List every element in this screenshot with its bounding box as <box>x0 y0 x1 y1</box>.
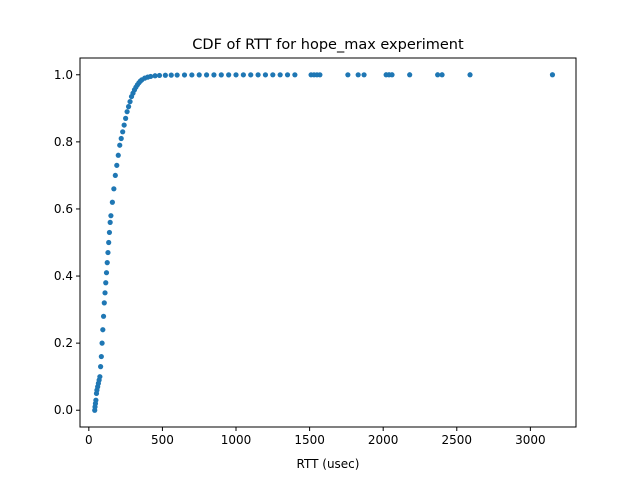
data-point <box>317 72 323 78</box>
data-point <box>103 270 110 276</box>
data-point <box>104 260 110 266</box>
y-tick-label: 0.0 <box>54 403 73 417</box>
x-tick-label: 1000 <box>221 433 252 447</box>
data-point <box>181 72 188 78</box>
x-tick-label: 2000 <box>368 433 399 447</box>
data-point <box>156 72 163 79</box>
y-axis: 0.0 0.2 0.4 0.6 0.8 1.0 <box>54 68 80 417</box>
data-point <box>435 72 441 78</box>
data-point <box>127 99 133 105</box>
data-point <box>100 327 106 333</box>
data-point <box>108 213 114 219</box>
y-tick-label: 0.6 <box>54 202 73 216</box>
data-point <box>345 72 351 78</box>
data-point <box>125 104 132 110</box>
data-point <box>284 72 291 78</box>
data-point <box>115 152 121 158</box>
y-tick-label: 0.4 <box>54 269 73 283</box>
data-point <box>439 72 445 78</box>
data-point <box>152 73 158 79</box>
data-point <box>226 72 232 78</box>
data-point <box>196 72 202 78</box>
x-axis: 0 500 1000 1500 2000 2500 3000 <box>85 427 546 447</box>
data-point <box>114 162 120 168</box>
data-point <box>248 72 254 78</box>
data-point <box>124 109 130 115</box>
data-point <box>98 364 104 370</box>
data-point <box>117 142 123 148</box>
data-points <box>92 72 556 413</box>
x-tick-label: 0 <box>85 433 93 447</box>
data-point <box>168 72 174 78</box>
data-point <box>123 115 129 121</box>
data-point <box>240 72 246 78</box>
data-point <box>262 72 269 78</box>
x-tick-label: 3000 <box>515 433 546 447</box>
data-point <box>211 72 217 78</box>
data-point <box>218 72 224 78</box>
data-point <box>148 73 154 80</box>
data-point <box>277 72 283 78</box>
data-point <box>98 353 104 360</box>
plot-frame <box>79 57 577 428</box>
data-point <box>549 72 556 78</box>
data-point <box>361 72 367 78</box>
y-tick-label: 1.0 <box>54 68 73 82</box>
chart-title: CDF of RTT for hope_max experiment <box>192 37 464 53</box>
data-point <box>467 72 473 78</box>
data-point <box>105 249 111 256</box>
data-point <box>109 199 115 205</box>
data-point <box>255 72 261 78</box>
data-point <box>162 72 168 78</box>
data-point <box>106 239 112 246</box>
data-point <box>120 129 126 135</box>
data-point <box>101 300 107 306</box>
data-point <box>100 313 107 319</box>
data-point <box>233 72 239 78</box>
data-point <box>111 186 117 192</box>
data-point <box>112 172 118 179</box>
data-point <box>97 374 103 380</box>
data-point <box>121 122 127 128</box>
data-point <box>292 72 298 78</box>
data-point <box>93 397 99 403</box>
data-point <box>106 229 113 236</box>
data-point <box>118 135 124 142</box>
data-point <box>102 290 108 296</box>
x-tick-label: 2500 <box>442 433 473 447</box>
data-point <box>407 72 413 78</box>
y-tick-label: 0.2 <box>54 336 73 350</box>
data-point <box>389 72 395 78</box>
data-point <box>107 219 113 225</box>
data-point <box>203 72 210 78</box>
x-tick-label: 1500 <box>294 433 325 447</box>
data-point <box>189 72 195 78</box>
y-tick-label: 0.8 <box>54 135 73 149</box>
data-point <box>99 340 105 346</box>
x-axis-label: RTT (usec) <box>297 457 360 471</box>
data-point <box>355 72 361 78</box>
data-point <box>174 72 180 78</box>
data-point <box>103 280 109 286</box>
x-tick-label: 500 <box>151 433 174 447</box>
data-point <box>270 72 276 78</box>
